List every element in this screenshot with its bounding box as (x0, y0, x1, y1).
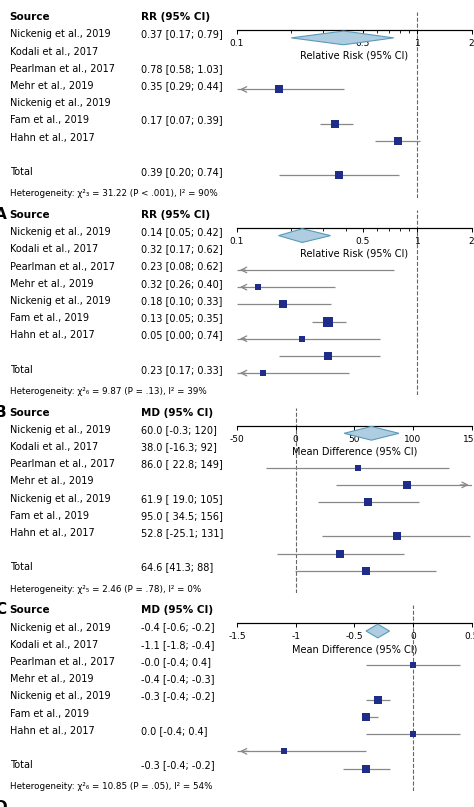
Text: Hahn et al., 2017: Hahn et al., 2017 (9, 330, 94, 341)
Text: Nickenig et al., 2019: Nickenig et al., 2019 (9, 227, 110, 237)
Text: -0.0 [-0.4; 0.4]: -0.0 [-0.4; 0.4] (141, 657, 211, 667)
Text: RR (95% CI): RR (95% CI) (141, 210, 210, 220)
Text: Heterogeneity: χ²₃ = 31.22 (P < .001), I² = 90%: Heterogeneity: χ²₃ = 31.22 (P < .001), I… (9, 189, 218, 199)
Text: Fam et al., 2019: Fam et al., 2019 (9, 709, 89, 718)
Text: 52.8 [-25.1; 131]: 52.8 [-25.1; 131] (141, 528, 224, 538)
Text: 60.0 [-0.3; 120]: 60.0 [-0.3; 120] (141, 424, 217, 435)
Text: C: C (0, 602, 6, 617)
Text: D: D (0, 801, 8, 807)
X-axis label: Mean Difference (95% CI): Mean Difference (95% CI) (292, 446, 417, 457)
Text: 0.23 [0.17; 0.33]: 0.23 [0.17; 0.33] (141, 365, 223, 374)
X-axis label: Relative Risk (95% CI): Relative Risk (95% CI) (300, 51, 409, 61)
Text: 0.39 [0.20; 0.74]: 0.39 [0.20; 0.74] (141, 167, 223, 177)
Text: MD (95% CI): MD (95% CI) (141, 408, 214, 418)
Text: Kodali et al., 2017: Kodali et al., 2017 (9, 442, 98, 452)
Text: B: B (0, 405, 7, 420)
Text: 0.32 [0.17; 0.62]: 0.32 [0.17; 0.62] (141, 245, 223, 254)
Text: Kodali et al., 2017: Kodali et al., 2017 (9, 47, 98, 56)
Text: 0.32 [0.26; 0.40]: 0.32 [0.26; 0.40] (141, 278, 223, 289)
Text: Nickenig et al., 2019: Nickenig et al., 2019 (9, 424, 110, 435)
Text: 0.23 [0.08; 0.62]: 0.23 [0.08; 0.62] (141, 261, 223, 271)
Text: 0.18 [0.10; 0.33]: 0.18 [0.10; 0.33] (141, 296, 223, 306)
Text: Pearlman et al., 2017: Pearlman et al., 2017 (9, 657, 115, 667)
Text: -0.3 [-0.4; -0.2]: -0.3 [-0.4; -0.2] (141, 692, 215, 701)
Text: Total: Total (9, 167, 32, 177)
Text: 0.0 [-0.4; 0.4]: 0.0 [-0.4; 0.4] (141, 725, 208, 736)
X-axis label: Relative Risk (95% CI): Relative Risk (95% CI) (300, 249, 409, 259)
Text: Heterogeneity: χ²₆ = 9.87 (P = .13), I² = 39%: Heterogeneity: χ²₆ = 9.87 (P = .13), I² … (9, 387, 206, 396)
Text: Nickenig et al., 2019: Nickenig et al., 2019 (9, 494, 110, 504)
Polygon shape (344, 426, 399, 440)
Text: Nickenig et al., 2019: Nickenig et al., 2019 (9, 622, 110, 633)
Text: Heterogeneity: χ²₅ = 2.46 (P = .78), I² = 0%: Heterogeneity: χ²₅ = 2.46 (P = .78), I² … (9, 584, 201, 594)
Text: Mehr et al., 2019: Mehr et al., 2019 (9, 674, 93, 684)
Text: 0.35 [0.29; 0.44]: 0.35 [0.29; 0.44] (141, 81, 223, 91)
Text: -0.3 [-0.4; -0.2]: -0.3 [-0.4; -0.2] (141, 760, 215, 770)
Text: Hahn et al., 2017: Hahn et al., 2017 (9, 725, 94, 736)
Text: Mehr et al., 2019: Mehr et al., 2019 (9, 278, 93, 289)
Text: Kodali et al., 2017: Kodali et al., 2017 (9, 640, 98, 650)
Text: Fam et al., 2019: Fam et al., 2019 (9, 115, 89, 125)
Text: Heterogeneity: χ²₆ = 10.85 (P = .05), I² = 54%: Heterogeneity: χ²₆ = 10.85 (P = .05), I²… (9, 782, 212, 792)
Text: -0.4 [-0.6; -0.2]: -0.4 [-0.6; -0.2] (141, 622, 215, 633)
Text: Mehr et al., 2019: Mehr et al., 2019 (9, 81, 93, 91)
Text: 0.13 [0.05; 0.35]: 0.13 [0.05; 0.35] (141, 313, 223, 323)
Text: Source: Source (9, 605, 50, 616)
Text: Nickenig et al., 2019: Nickenig et al., 2019 (9, 296, 110, 306)
Text: 0.37 [0.17; 0.79]: 0.37 [0.17; 0.79] (141, 29, 223, 40)
Text: 64.6 [41.3; 88]: 64.6 [41.3; 88] (141, 562, 214, 572)
Text: MD (95% CI): MD (95% CI) (141, 605, 214, 616)
Text: 0.17 [0.07; 0.39]: 0.17 [0.07; 0.39] (141, 115, 223, 125)
Text: Fam et al., 2019: Fam et al., 2019 (9, 511, 89, 521)
Text: Hahn et al., 2017: Hahn et al., 2017 (9, 528, 94, 538)
Text: Nickenig et al., 2019: Nickenig et al., 2019 (9, 29, 110, 40)
Text: 61.9 [ 19.0; 105]: 61.9 [ 19.0; 105] (141, 494, 223, 504)
Text: Hahn et al., 2017: Hahn et al., 2017 (9, 132, 94, 143)
Text: Source: Source (9, 12, 50, 23)
X-axis label: Mean Difference (95% CI): Mean Difference (95% CI) (292, 644, 417, 654)
Text: Pearlman et al., 2017: Pearlman et al., 2017 (9, 261, 115, 271)
Polygon shape (366, 624, 390, 638)
Text: A: A (0, 207, 7, 222)
Text: Total: Total (9, 562, 32, 572)
Text: Pearlman et al., 2017: Pearlman et al., 2017 (9, 459, 115, 469)
Text: 0.78 [0.58; 1.03]: 0.78 [0.58; 1.03] (141, 64, 223, 73)
Text: 95.0 [ 34.5; 156]: 95.0 [ 34.5; 156] (141, 511, 223, 521)
Text: Mehr et al., 2019: Mehr et al., 2019 (9, 476, 93, 487)
Text: Source: Source (9, 408, 50, 418)
Text: 0.05 [0.00; 0.74]: 0.05 [0.00; 0.74] (141, 330, 223, 341)
Text: Fam et al., 2019: Fam et al., 2019 (9, 313, 89, 323)
Text: 0.14 [0.05; 0.42]: 0.14 [0.05; 0.42] (141, 227, 223, 237)
Polygon shape (292, 31, 394, 44)
Text: -0.4 [-0.4; -0.3]: -0.4 [-0.4; -0.3] (141, 674, 215, 684)
Text: 86.0 [ 22.8; 149]: 86.0 [ 22.8; 149] (141, 459, 223, 469)
Text: Total: Total (9, 365, 32, 374)
Polygon shape (279, 228, 330, 242)
Text: 38.0 [-16.3; 92]: 38.0 [-16.3; 92] (141, 442, 217, 452)
Text: Kodali et al., 2017: Kodali et al., 2017 (9, 245, 98, 254)
Text: RR (95% CI): RR (95% CI) (141, 12, 210, 23)
Text: -1.1 [-1.8; -0.4]: -1.1 [-1.8; -0.4] (141, 640, 215, 650)
Text: Total: Total (9, 760, 32, 770)
Text: Pearlman et al., 2017: Pearlman et al., 2017 (9, 64, 115, 73)
Text: Nickenig et al., 2019: Nickenig et al., 2019 (9, 98, 110, 108)
Text: Source: Source (9, 210, 50, 220)
Text: Nickenig et al., 2019: Nickenig et al., 2019 (9, 692, 110, 701)
